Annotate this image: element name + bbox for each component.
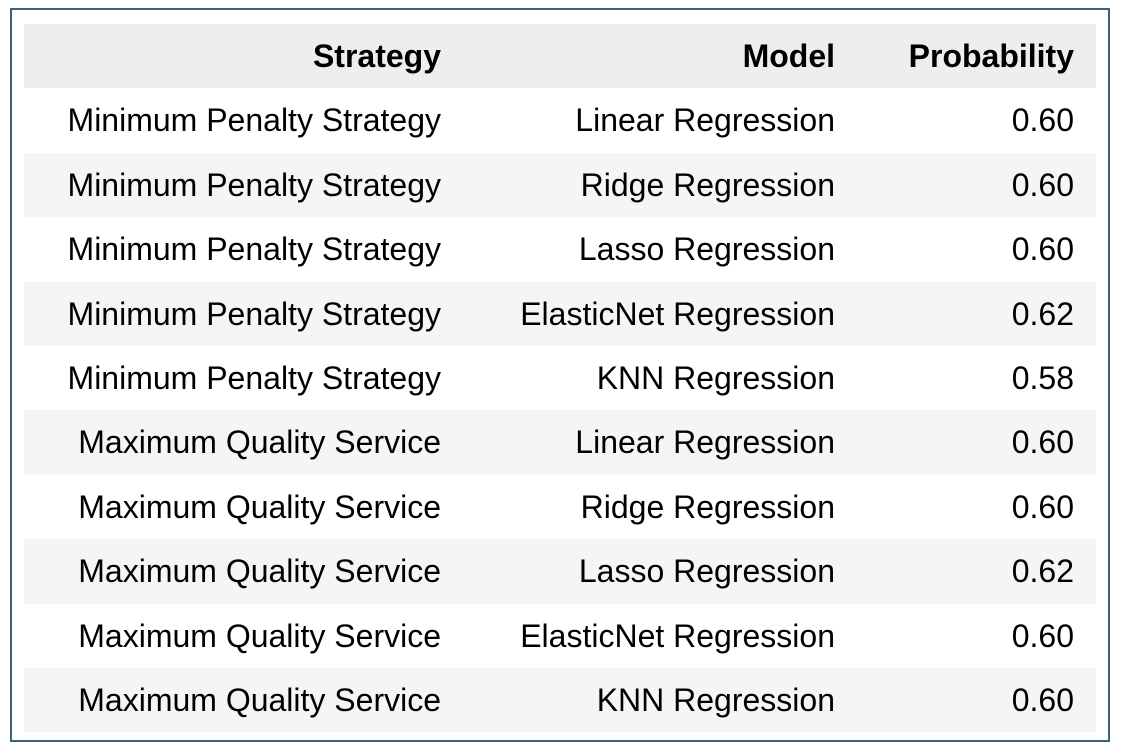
cell-model: Linear Regression — [575, 102, 835, 139]
table-row: Maximum Quality Service ElasticNet Regre… — [24, 603, 1096, 669]
table-row: Maximum Quality Service Ridge Regression… — [24, 474, 1096, 540]
column-header-model: Model — [742, 38, 835, 74]
table-row: Minimum Penalty Strategy Ridge Regressio… — [24, 152, 1096, 218]
cell-strategy: Minimum Penalty Strategy — [67, 231, 441, 268]
cell-probability: 0.60 — [1011, 488, 1074, 525]
cell-probability: 0.60 — [1011, 682, 1074, 719]
cell-probability: 0.60 — [1011, 231, 1074, 268]
cell-strategy: Maximum Quality Service — [78, 424, 441, 461]
cell-model: Lasso Regression — [578, 553, 835, 590]
cell-strategy: Maximum Quality Service — [78, 553, 441, 590]
cell-probability: 0.58 — [1011, 360, 1074, 397]
cell-probability: 0.60 — [1011, 102, 1074, 139]
cell-model: KNN Regression — [596, 360, 835, 397]
cell-probability: 0.60 — [1011, 424, 1074, 461]
table-header: Strategy Model Probability — [24, 24, 1096, 89]
cell-model: Ridge Regression — [580, 488, 835, 525]
table-row: Minimum Penalty Strategy Linear Regressi… — [24, 88, 1096, 153]
table-row: Minimum Penalty Strategy ElasticNet Regr… — [24, 281, 1096, 347]
table-row: Maximum Quality Service Linear Regressio… — [24, 410, 1096, 475]
table-body: Minimum Penalty Strategy Linear Regressi… — [24, 88, 1096, 733]
cell-model: Lasso Regression — [578, 231, 835, 268]
column-header-probability: Probability — [908, 38, 1074, 74]
cell-strategy: Minimum Penalty Strategy — [67, 295, 441, 332]
results-table: Strategy Model Probability Minimum Penal… — [24, 24, 1096, 733]
cell-model: ElasticNet Regression — [520, 295, 835, 332]
cell-strategy: Maximum Quality Service — [78, 682, 441, 719]
cell-probability: 0.60 — [1011, 617, 1074, 654]
cell-model: Ridge Regression — [580, 166, 835, 203]
cell-strategy: Minimum Penalty Strategy — [67, 166, 441, 203]
cell-model: KNN Regression — [596, 682, 835, 719]
cell-strategy: Minimum Penalty Strategy — [67, 360, 441, 397]
table-row: Maximum Quality Service KNN Regression 0… — [24, 668, 1096, 733]
cell-strategy: Maximum Quality Service — [78, 617, 441, 654]
cell-strategy: Minimum Penalty Strategy — [67, 102, 441, 139]
table-row: Minimum Penalty Strategy KNN Regression … — [24, 346, 1096, 411]
table-row: Maximum Quality Service Lasso Regression… — [24, 539, 1096, 604]
table-frame: Strategy Model Probability Minimum Penal… — [10, 8, 1110, 742]
cell-probability: 0.62 — [1011, 553, 1074, 590]
cell-strategy: Maximum Quality Service — [78, 488, 441, 525]
column-header-strategy: Strategy — [312, 38, 441, 74]
header-row: Strategy Model Probability — [24, 24, 1096, 89]
table-row: Minimum Penalty Strategy Lasso Regressio… — [24, 217, 1096, 282]
cell-probability: 0.62 — [1011, 295, 1074, 332]
cell-model: ElasticNet Regression — [520, 617, 835, 654]
cell-probability: 0.60 — [1011, 166, 1074, 203]
cell-model: Linear Regression — [575, 424, 835, 461]
